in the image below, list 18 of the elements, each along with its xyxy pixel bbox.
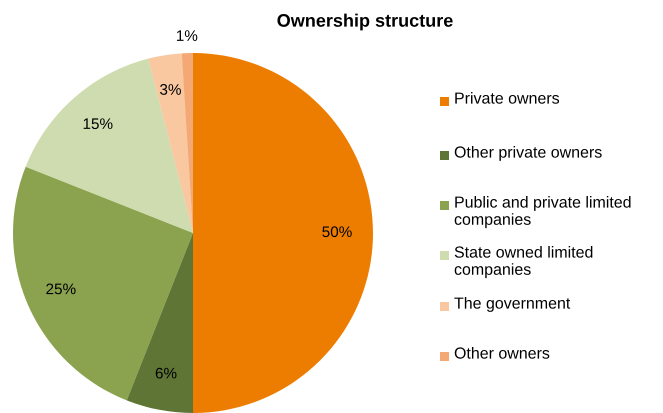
- chart-title: Ownership structure: [277, 14, 453, 30]
- pie-slice: [148, 53, 193, 233]
- data-label: 50%: [322, 226, 352, 238]
- pie-slice: [26, 58, 193, 233]
- legend-label: State owned limited companies: [454, 246, 592, 278]
- pie-slice: [13, 166, 193, 400]
- data-label: 6%: [156, 368, 177, 379]
- data-label: 1%: [176, 30, 198, 41]
- data-label: 15%: [84, 118, 113, 130]
- data-label: 25%: [46, 283, 76, 294]
- legend-label: Public and private limited companies: [454, 196, 631, 228]
- legend-label: Other private owners: [454, 146, 602, 161]
- pie-slice: [193, 53, 373, 413]
- legend-label: Other owners: [454, 347, 550, 359]
- data-label: 3%: [160, 84, 181, 95]
- legend-label: The government: [454, 297, 570, 312]
- legend-label: Private owners: [455, 92, 560, 104]
- pie-slice: [126, 233, 193, 413]
